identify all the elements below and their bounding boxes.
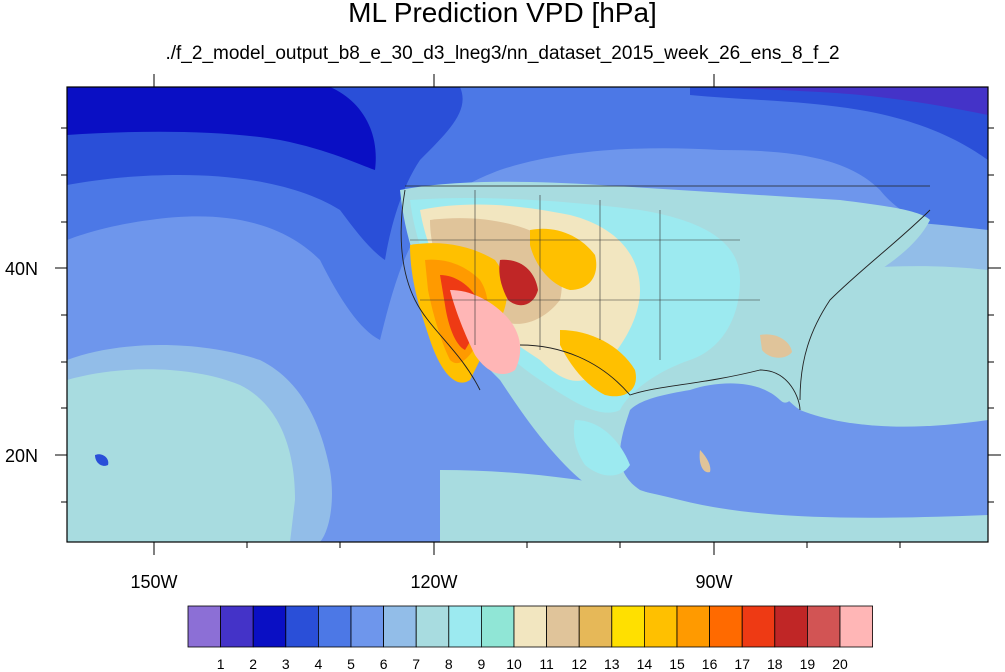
colorbar-label: 1 <box>217 656 225 672</box>
vpd-field <box>67 87 988 542</box>
colorbar-swatch <box>578 605 613 648</box>
colorbar-label: 5 <box>347 656 355 672</box>
colorbar-swatch <box>187 605 221 648</box>
colorbar-label: 10 <box>506 656 522 672</box>
colorbar-label: 16 <box>702 656 718 672</box>
colorbar-label: 4 <box>315 656 323 672</box>
axis-ticks <box>55 74 1001 555</box>
lat-label-40n: 40N <box>5 259 38 279</box>
colorbar-swatch <box>383 605 417 648</box>
map-title: ML Prediction VPD [hPa] <box>348 0 657 28</box>
lon-label-90w: 90W <box>695 572 732 592</box>
colorbar-swatch <box>611 605 645 648</box>
colorbar-label: 19 <box>800 656 816 672</box>
colorbar-label: 8 <box>445 656 453 672</box>
colorbar-label: 11 <box>539 656 554 672</box>
colorbar-swatch <box>676 605 710 648</box>
colorbar-label: 14 <box>637 656 653 672</box>
colorbar-swatch <box>644 605 678 648</box>
colorbar-label: 13 <box>604 656 620 672</box>
colorbar-swatch <box>807 605 841 648</box>
colorbar-swatch <box>448 605 482 648</box>
colorbar-swatch <box>317 605 352 648</box>
colorbar-swatch <box>513 605 547 648</box>
colorbar-swatch <box>252 605 287 648</box>
colorbar: 1 2 3 4 5 6 7 8 9 10 11 12 13 14 15 16 17 18 19 20 <box>187 605 873 672</box>
colorbar-swatch <box>285 605 319 648</box>
colorbar-swatch <box>415 605 450 648</box>
lon-label-120w: 120W <box>410 572 457 592</box>
colorbar-swatch <box>774 605 808 648</box>
colorbar-swatch <box>839 605 873 648</box>
lat-label-20n: 20N <box>5 446 38 466</box>
colorbar-label: 9 <box>478 656 486 672</box>
colorbar-label: 3 <box>282 656 290 672</box>
colorbar-label: 18 <box>767 656 783 672</box>
colorbar-swatch <box>220 605 254 648</box>
colorbar-label: 6 <box>380 656 388 672</box>
colorbar-swatch <box>480 605 515 648</box>
colorbar-label: 2 <box>249 656 257 672</box>
colorbar-swatch <box>741 605 776 648</box>
colorbar-label: 20 <box>832 656 848 672</box>
lon-label-150w: 150W <box>130 572 177 592</box>
colorbar-swatch <box>546 605 580 648</box>
colorbar-swatch <box>709 605 743 648</box>
colorbar-label: 17 <box>734 656 750 672</box>
colorbar-label: 15 <box>669 656 685 672</box>
colorbar-label: 12 <box>571 656 587 672</box>
map-subtitle: ./f_2_model_output_b8_e_30_d3_lneg3/nn_d… <box>165 43 840 64</box>
colorbar-label: 7 <box>412 656 420 672</box>
colorbar-swatch <box>350 605 384 648</box>
